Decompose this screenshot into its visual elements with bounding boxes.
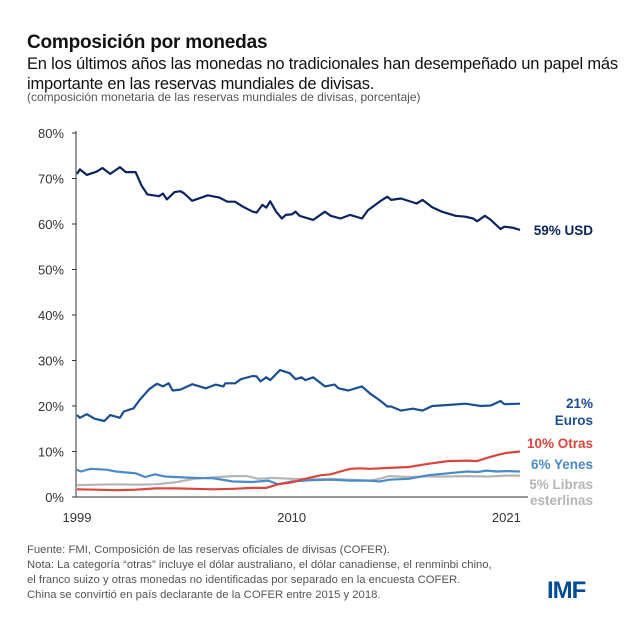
source-note: Fuente: FMI, Composición de las reservas… — [27, 544, 390, 556]
series-label-usd: 59% USD — [534, 223, 594, 238]
chart-subtitle: En los últimos años las monedas no tradi… — [27, 55, 618, 93]
series-label-gbp-name: esterlinas — [530, 493, 593, 508]
series-label-other: 10% Otras — [527, 436, 593, 451]
imf-logo: IMF — [547, 577, 586, 604]
x-tick-label: 1999 — [63, 510, 92, 525]
y-tick-label: 40% — [38, 308, 64, 323]
y-tick-label: 50% — [38, 263, 64, 278]
footnotes: Fuente: FMI, Composición de las reservas… — [27, 543, 492, 603]
series-label-gbp-value: 5% Libras — [529, 477, 593, 492]
series-line-eur — [76, 369, 521, 423]
unit-note: (composición monetaria de las reservas m… — [27, 90, 421, 104]
note-line: China se convirtió en país declarante de… — [27, 589, 381, 601]
note-line: Nota: La categoría “otras” incluye el dó… — [27, 559, 492, 571]
x-tick-label: 2010 — [277, 510, 306, 525]
y-tick-label: 10% — [38, 445, 64, 460]
y-tick-label: 60% — [38, 217, 64, 232]
y-tick-label: 20% — [38, 399, 64, 414]
series-line-other — [76, 450, 521, 492]
y-tick-label: 0% — [45, 490, 64, 505]
y-tick-label: 70% — [38, 172, 64, 187]
series-label-eur-value: 21% — [566, 396, 593, 411]
chart-title: Composición por monedas — [27, 32, 268, 53]
x-tick-label: 2021 — [492, 510, 521, 525]
series-label-eur-name: Euros — [555, 413, 593, 428]
series-label-jpy: 6% Yenes — [531, 457, 593, 472]
y-tick-label: 30% — [38, 354, 64, 369]
note-line: el franco suizo y otras monedas no ident… — [27, 574, 461, 586]
series-line-usd — [76, 166, 521, 231]
y-tick-label: 80% — [38, 126, 64, 141]
